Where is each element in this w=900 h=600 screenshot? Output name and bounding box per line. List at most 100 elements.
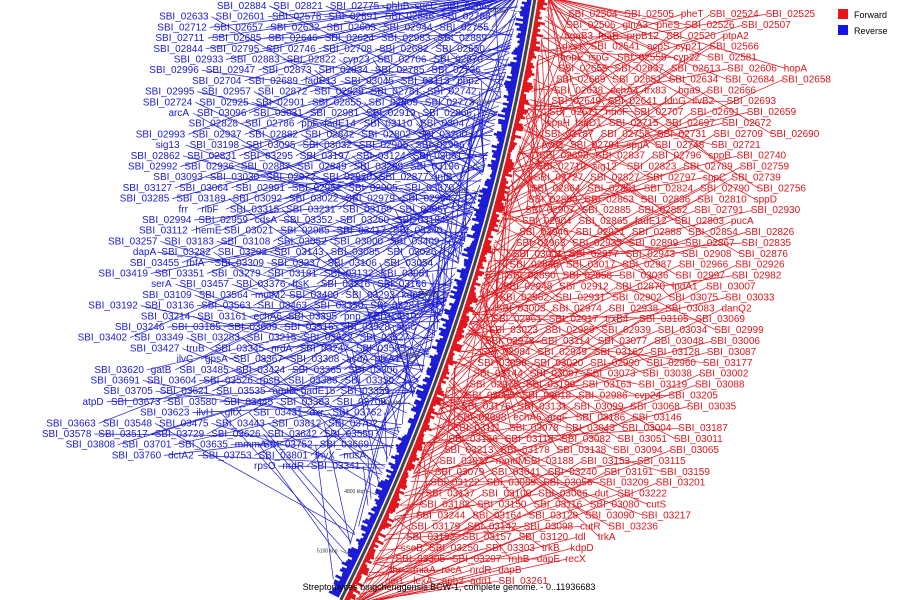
reverse-gene-label: SBI_03729 (155, 429, 205, 440)
reverse-gene-label: SBI_03395 (288, 311, 338, 322)
reverse-connector-line (266, 0, 468, 28)
forward-connector-line (473, 310, 532, 374)
forward-gene-label: SBI_03191 (604, 467, 654, 478)
reverse-gene-block (516, 35, 526, 40)
reverse-gene-block (374, 490, 387, 498)
reverse-gene-block (422, 389, 429, 394)
reverse-gene-block (429, 362, 439, 369)
reverse-gene-label: SBI_03812 (272, 418, 322, 429)
reverse-gene-label: SBI_03559 (324, 429, 374, 440)
forward-gene-label: dxs1 (562, 42, 584, 53)
reverse-connector-line (388, 230, 440, 323)
reverse-gene-block (407, 419, 417, 426)
forward-gene-label: SBI_02690 (770, 129, 820, 140)
reverse-gene-block (347, 553, 359, 561)
reverse-gene-label: SBI_02846 (385, 12, 435, 23)
forward-gene-block (473, 276, 479, 281)
forward-gene-block (422, 422, 430, 429)
reverse-gene-label: SBI_02965 (359, 140, 409, 151)
forward-gene-block (441, 372, 447, 377)
reverse-gene-block (450, 290, 463, 297)
forward-gene-label: SBI_02505 (624, 9, 674, 20)
forward-connector-line (485, 273, 600, 342)
reverse-connector-line (174, 390, 416, 446)
reverse-gene-block (490, 167, 498, 172)
forward-connector-line (540, 39, 573, 145)
forward-connector-line (500, 188, 646, 221)
forward-gene-block (518, 102, 525, 107)
forward-gene-label: cvp24 (635, 391, 662, 402)
reverse-gene-block (415, 404, 423, 410)
reverse-gene-block (478, 206, 488, 212)
reverse-gene-block (440, 317, 454, 325)
reverse-connector-line (276, 230, 468, 233)
reverse-gene-block (519, 38, 526, 42)
forward-gene-label: SBI_02731 (657, 129, 707, 140)
reverse-gene-block (407, 430, 414, 435)
reverse-connector-line (370, 358, 423, 371)
forward-gene-block (526, 62, 534, 66)
reverse-gene-label: SBI_03196 (410, 162, 460, 173)
forward-gene-block (359, 567, 369, 574)
reverse-gene-block (436, 342, 446, 348)
forward-connector-line (456, 362, 528, 385)
forward-gene-label: cutR (580, 521, 601, 532)
reverse-connector-line (248, 412, 356, 534)
forward-gene-block (510, 138, 515, 143)
forward-gene-block (462, 309, 470, 314)
reverse-gene-block (510, 68, 520, 74)
forward-gene-label: SBI_03162 (594, 347, 644, 358)
forward-gene-block (372, 538, 384, 546)
reverse-gene-block (501, 126, 508, 131)
reverse-gene-block (376, 504, 382, 510)
reverse-connector-line (357, 17, 516, 135)
reverse-gene-label: SBI_02742 (427, 87, 477, 98)
forward-connector-line (483, 276, 540, 353)
reverse-gene-label: SBI_03663 (46, 418, 96, 429)
forward-gene-block (492, 210, 497, 214)
reverse-connector-line (219, 130, 494, 232)
forward-gene-label: SBI_03011 (674, 434, 723, 445)
forward-gene-block (412, 447, 418, 453)
reverse-gene-block (408, 417, 418, 424)
forward-connector-line (503, 89, 709, 209)
forward-gene-block (406, 461, 416, 468)
forward-gene-block (528, 49, 535, 54)
reverse-gene-block (438, 332, 449, 339)
reverse-gene-block (510, 61, 521, 66)
forward-gene-label: SBI_02986 (578, 391, 628, 402)
forward-gene-block (494, 203, 505, 209)
reverse-gene-block (347, 550, 360, 558)
forward-gene-block (361, 562, 368, 568)
reverse-connector-line (197, 118, 496, 210)
forward-connector-line (414, 373, 476, 472)
reverse-gene-block (377, 494, 386, 501)
forward-gene-block (499, 184, 510, 190)
forward-gene-label: miaA (413, 565, 436, 576)
reverse-gene-label: SBI_02829 (314, 87, 364, 98)
forward-connector-line (513, 46, 712, 172)
forward-gene-block (457, 325, 464, 331)
forward-gene-label: SBI_02837 (595, 151, 645, 162)
forward-gene-label: SBI_03244 (416, 510, 466, 521)
forward-gene-block (502, 172, 513, 178)
reverse-connector-line (389, 326, 417, 456)
reverse-connector-line (378, 0, 491, 28)
forward-gene-labels: SBI_02504 SBI_02505 pheT SBI_02524 SBI_02525… (385, 9, 832, 587)
forward-connector-line (479, 291, 516, 418)
forward-connector-line (375, 557, 539, 560)
forward-gene-block (503, 165, 515, 171)
reverse-gene-label: SBI_03047 (420, 119, 470, 130)
reverse-gene-label: SBI_03181 (268, 269, 318, 280)
reverse-gene-label: SBI_02952 (292, 183, 342, 194)
forward-gene-block (428, 406, 435, 412)
reverse-connector-line (254, 376, 421, 456)
reverse-gene-label: SBI_03341 (311, 461, 361, 472)
forward-gene-label: SBI_03036 (619, 271, 669, 282)
forward-connector-line (441, 402, 663, 473)
forward-gene-block (488, 222, 499, 228)
forward-gene-label: SBI_03209 (599, 478, 649, 489)
reverse-connector-line (198, 455, 386, 466)
reverse-connector-line (191, 124, 495, 232)
reverse-gene-block (504, 80, 517, 86)
